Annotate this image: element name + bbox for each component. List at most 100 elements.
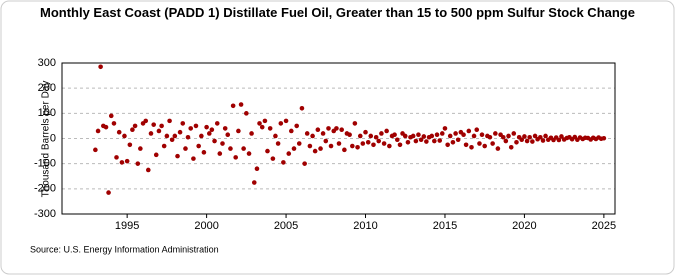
x-tick-label: 2025	[592, 220, 616, 232]
point	[469, 145, 474, 150]
point	[323, 138, 329, 144]
point	[304, 131, 310, 136]
point	[262, 118, 268, 124]
point	[556, 137, 562, 143]
y-tick-label: -200	[34, 183, 56, 195]
point	[167, 118, 172, 124]
point	[302, 161, 307, 166]
point	[350, 143, 355, 149]
point	[259, 124, 265, 130]
x-tick-label: 1995	[115, 220, 139, 232]
point	[538, 134, 543, 140]
point	[508, 145, 514, 150]
point	[188, 126, 194, 131]
point	[543, 133, 548, 139]
point	[482, 143, 487, 149]
point	[281, 160, 286, 165]
point	[132, 123, 138, 129]
point	[116, 129, 122, 135]
point	[413, 138, 419, 144]
point	[514, 139, 519, 145]
point	[471, 133, 477, 139]
point	[342, 147, 347, 153]
point	[236, 128, 241, 134]
point	[463, 142, 469, 148]
point	[318, 146, 323, 151]
x-tick-label: 2010	[353, 220, 377, 232]
point	[254, 166, 260, 171]
point	[212, 138, 217, 144]
point	[172, 133, 178, 139]
point	[251, 180, 257, 185]
point	[294, 123, 300, 129]
point	[328, 143, 334, 149]
point	[524, 138, 530, 144]
point	[532, 133, 538, 139]
point	[199, 133, 204, 139]
point	[93, 147, 98, 153]
point	[270, 156, 276, 161]
point	[204, 124, 209, 130]
y-tick-label: 300	[38, 57, 56, 69]
point	[169, 137, 175, 143]
point	[119, 160, 125, 165]
point	[111, 121, 117, 126]
point	[519, 137, 525, 143]
point	[310, 133, 315, 139]
point	[379, 131, 384, 136]
point	[122, 133, 127, 139]
point	[334, 126, 339, 131]
point	[527, 134, 532, 140]
point	[540, 138, 546, 143]
y-axis-label: Thousand Barrels per Day	[41, 81, 52, 198]
point	[397, 142, 403, 148]
point	[180, 121, 186, 126]
point	[238, 102, 244, 107]
point	[352, 121, 358, 126]
point	[455, 137, 461, 143]
point	[437, 138, 443, 143]
point	[228, 146, 233, 151]
point	[135, 161, 141, 166]
point	[315, 127, 321, 132]
y-tick-label: -300	[34, 208, 56, 220]
point	[249, 131, 254, 136]
point	[418, 137, 424, 143]
point	[373, 134, 379, 140]
point	[159, 123, 164, 129]
point	[376, 138, 382, 144]
point	[434, 132, 440, 138]
point	[307, 143, 313, 149]
point	[511, 131, 517, 136]
point	[466, 128, 472, 134]
point	[185, 134, 191, 140]
point	[339, 127, 344, 132]
point	[145, 167, 151, 173]
point	[241, 146, 246, 151]
point	[286, 151, 292, 156]
point	[283, 118, 289, 124]
point	[148, 131, 154, 136]
point	[365, 139, 371, 145]
point	[387, 143, 392, 149]
point	[164, 133, 170, 139]
point	[503, 138, 509, 144]
plot-border	[61, 62, 616, 215]
point	[124, 158, 130, 164]
point	[500, 134, 506, 140]
x-tick-label: 2000	[194, 220, 218, 232]
point	[363, 129, 368, 135]
point	[222, 126, 228, 131]
point	[601, 135, 607, 141]
point	[450, 139, 456, 145]
point	[559, 134, 564, 139]
point	[392, 132, 397, 138]
chart-title: Monthly East Coast (PADD 1) Distillate F…	[40, 5, 635, 20]
point	[267, 126, 273, 131]
point	[220, 141, 225, 146]
point	[214, 121, 220, 126]
point	[522, 134, 527, 139]
point	[196, 143, 201, 149]
